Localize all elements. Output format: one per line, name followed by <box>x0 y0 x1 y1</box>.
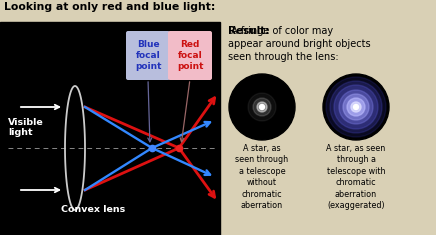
Circle shape <box>257 102 267 112</box>
Text: Result:: Result: <box>228 26 269 36</box>
FancyBboxPatch shape <box>126 31 170 80</box>
Text: Blue
focal
point: Blue focal point <box>135 40 161 71</box>
Circle shape <box>330 81 382 133</box>
Circle shape <box>248 93 276 121</box>
FancyBboxPatch shape <box>168 31 212 80</box>
Circle shape <box>253 98 271 116</box>
Text: Red
focal
point: Red focal point <box>177 40 203 71</box>
Bar <box>0 22 220 235</box>
Circle shape <box>326 77 386 137</box>
Text: Looking at only red and blue light:: Looking at only red and blue light: <box>4 2 215 12</box>
Circle shape <box>351 102 361 112</box>
Text: A star, as
seen through
a telescope
without
chromatic
aberration: A star, as seen through a telescope with… <box>235 144 289 210</box>
Circle shape <box>334 85 378 129</box>
Text: Convex lens: Convex lens <box>61 205 125 214</box>
Circle shape <box>323 74 389 140</box>
Circle shape <box>339 90 373 124</box>
Bar <box>0 0 436 22</box>
Text: A fringe of color may
appear around bright objects
seen through the lens:: A fringe of color may appear around brig… <box>228 26 371 62</box>
Text: Visible
light: Visible light <box>8 118 44 137</box>
Circle shape <box>354 105 358 110</box>
Circle shape <box>259 105 265 110</box>
Circle shape <box>229 74 295 140</box>
Circle shape <box>347 98 365 116</box>
Text: A star, as seen
through a
telescope with
chromatic
aberration
(exaggerated): A star, as seen through a telescope with… <box>327 144 385 210</box>
Circle shape <box>343 94 369 120</box>
